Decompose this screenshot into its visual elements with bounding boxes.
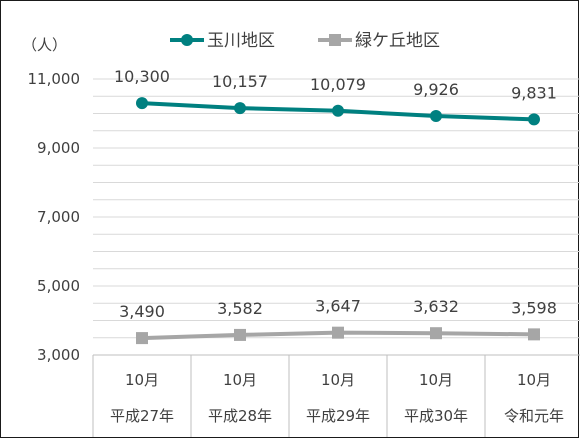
legend-marker [329, 34, 341, 46]
x-category-month: 10月 [419, 371, 453, 389]
legend: 玉川地区 緑ケ丘地区 [170, 31, 440, 51]
data-label: 10,157 [212, 72, 268, 91]
x-category-year: 平成29年 [306, 407, 370, 425]
data-label: 3,632 [413, 297, 459, 316]
data-point [234, 329, 246, 341]
legend-label: 緑ケ丘地区 [355, 31, 440, 51]
x-category-year: 平成28年 [208, 407, 272, 425]
x-category-year: 令和元年 [504, 407, 564, 425]
data-label: 3,490 [119, 302, 165, 321]
x-category-year: 平成30年 [404, 407, 468, 425]
data-label: 9,831 [511, 83, 557, 102]
x-category-month: 10月 [125, 371, 159, 389]
data-series: 10,300 10,157 10,079 9,926 9,831 3,490 3,582 3,… [114, 67, 557, 344]
data-point [528, 113, 540, 125]
y-unit-label: （人） [22, 36, 67, 54]
data-label: 3,582 [217, 299, 263, 318]
data-point [136, 97, 148, 109]
data-label: 9,926 [413, 80, 459, 99]
data-label: 3,598 [511, 298, 557, 317]
data-label: 10,079 [310, 75, 366, 94]
data-point [430, 110, 442, 122]
data-point [332, 327, 344, 339]
data-point [234, 102, 246, 114]
data-point [332, 105, 344, 117]
x-category-month: 10月 [517, 371, 551, 389]
legend-label: 玉川地区 [207, 31, 275, 51]
x-category-year: 平成27年 [110, 407, 174, 425]
y-tick-label: 9,000 [37, 139, 80, 157]
y-tick-label: 7,000 [37, 208, 80, 226]
data-point [136, 332, 148, 344]
y-tick-labels: 3,000 5,000 7,000 9,000 11,000 [28, 70, 81, 364]
y-tick-label: 5,000 [37, 277, 80, 295]
y-tick-label: 3,000 [37, 346, 80, 364]
x-category-month: 10月 [223, 371, 257, 389]
legend-marker [181, 34, 193, 46]
data-label: 10,300 [114, 67, 170, 86]
y-tick-label: 11,000 [28, 70, 81, 88]
data-point [528, 328, 540, 340]
data-point [430, 327, 442, 339]
data-label: 3,647 [315, 297, 361, 316]
x-category-month: 10月 [321, 371, 355, 389]
